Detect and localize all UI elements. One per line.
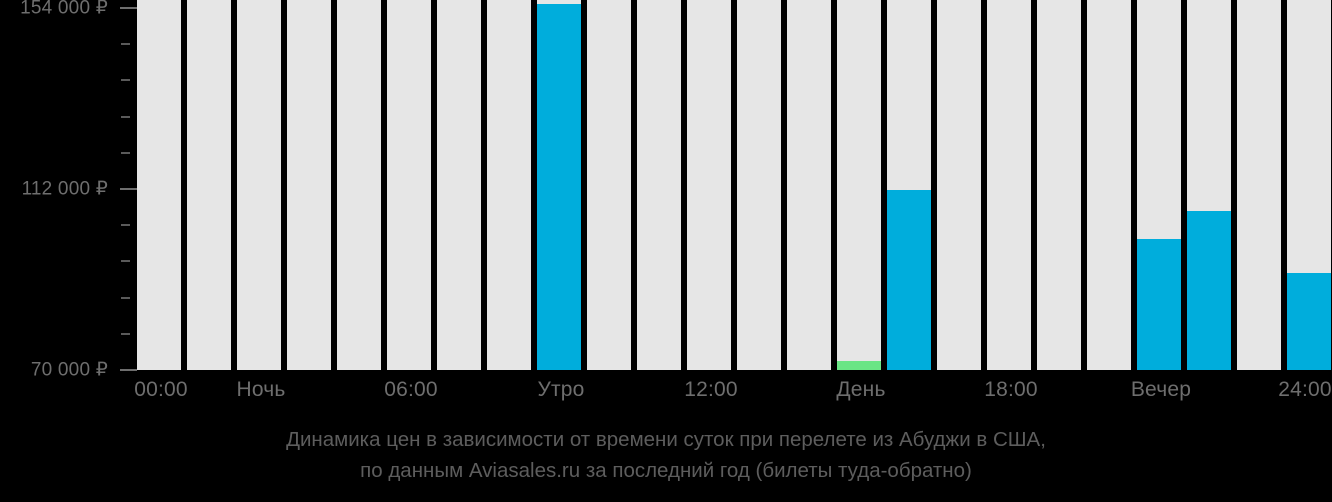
hour-column[interactable] [287,0,331,370]
x-axis-label: 06:00 [384,378,438,401]
hour-column[interactable] [1237,0,1281,370]
y-axis-label-wrap: 154 000 ₽ [0,0,108,31]
y-axis-major-tick [120,7,137,9]
x-axis: 00:00 Ночь 06:00 Утро 12:00 День 18:00 Вечер 24:… [0,378,1332,414]
plot-area [137,0,1332,370]
x-axis-label: Вечер [1130,378,1192,401]
y-axis-label-wrap: 70 000 ₽ [0,360,108,393]
hour-column[interactable] [1037,0,1081,370]
y-axis-minor-tick [121,296,130,299]
y-axis: 70 000 ₽ 112 000 ₽ 154 000 ₽ [0,0,137,381]
y-axis-label: 154 000 ₽ [20,0,108,19]
x-axis-label: 12:00 [684,378,738,401]
x-axis-label: Ночь [236,378,286,401]
hour-column[interactable] [987,0,1031,370]
y-axis-label: 70 000 ₽ [30,359,108,381]
caption-line-2: по данным Aviasales.ru за последний год … [360,459,972,482]
hour-column[interactable] [937,0,981,370]
hour-column[interactable] [587,0,631,370]
price-bar[interactable] [1187,210,1231,370]
hour-column[interactable] [437,0,481,370]
hour-column[interactable] [487,0,531,370]
hour-column[interactable] [637,0,681,370]
chart-caption: Динамика цен в зависимости от времени су… [0,424,1332,486]
hour-column[interactable] [187,0,231,370]
price-bar[interactable] [1137,239,1181,370]
hour-column[interactable] [387,0,431,370]
y-axis-label-wrap: 112 000 ₽ [0,179,108,212]
y-axis-minor-tick [121,115,130,118]
caption-line-1: Динамика цен в зависимости от времени су… [286,428,1046,451]
y-axis-minor-tick [121,332,130,335]
price-bar[interactable] [887,189,931,370]
hour-column[interactable] [337,0,381,370]
y-axis-label: 112 000 ₽ [21,178,108,200]
price-bar[interactable] [837,360,881,370]
y-axis-minor-tick [121,79,130,82]
hour-column[interactable] [137,0,181,370]
hour-column[interactable] [687,0,731,370]
x-axis-label: 00:00 [134,378,188,401]
y-axis-minor-tick [121,224,130,227]
hour-column[interactable] [837,0,881,370]
y-axis-minor-tick [121,151,130,154]
y-axis-minor-tick [121,43,130,46]
x-axis-label: Утро [537,378,585,401]
hour-column[interactable] [1087,0,1131,370]
x-axis-label: 24:00 [1278,378,1332,401]
x-axis-label: День [836,378,886,401]
hour-column[interactable] [237,0,281,370]
hour-column[interactable] [787,0,831,370]
x-axis-label: 18:00 [984,378,1038,401]
y-axis-major-tick [120,188,137,190]
y-axis-major-tick [120,369,137,371]
price-bar[interactable] [1287,273,1331,370]
hour-column[interactable] [737,0,781,370]
y-axis-minor-tick [121,260,130,263]
price-bar[interactable] [537,4,581,370]
